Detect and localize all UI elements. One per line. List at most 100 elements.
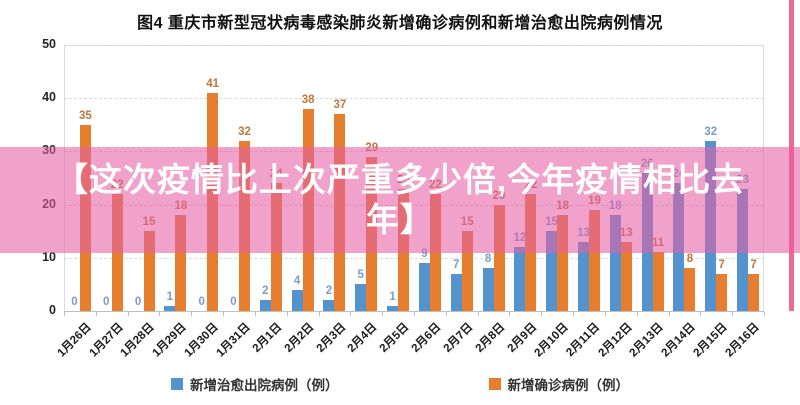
x-axis-tick-label: 1月26日 xyxy=(55,321,94,360)
y-gridline xyxy=(64,98,764,100)
bar-cured xyxy=(355,284,367,311)
bar-confirmed xyxy=(175,215,187,311)
x-axis-tickmark xyxy=(509,312,511,316)
x-axis-tick-label: 2月6日 xyxy=(409,321,444,355)
x-axis-tickmark xyxy=(318,312,320,316)
bar-value-label: 2 xyxy=(262,285,269,298)
bar-cured xyxy=(577,241,589,311)
x-axis-tickmark xyxy=(732,312,734,316)
x-axis-tick-label: 1月29日 xyxy=(150,321,189,360)
x-axis-tickmark xyxy=(254,312,256,316)
x-axis-tickmark xyxy=(64,312,65,316)
y-gridline xyxy=(64,45,764,46)
bar-confirmed xyxy=(716,273,728,311)
bar-value-label: 2 xyxy=(325,285,333,298)
legend-item-confirmed: 新增确诊病例（例） xyxy=(488,374,630,394)
x-axis-tickmark xyxy=(573,312,575,316)
x-axis-tick-label: 2月1日 xyxy=(250,321,285,355)
x-axis-tick-label: 2月2日 xyxy=(282,321,317,355)
legend-label-cured: 新增治愈出院病例（例） xyxy=(190,378,339,393)
bar-value-label: 38 xyxy=(301,93,315,106)
x-axis-tickmark xyxy=(223,312,225,316)
caption-overlay-band: 【这次疫情比上次严重多少倍,今年疫情相比去年】 xyxy=(0,147,800,253)
bar-cured xyxy=(546,231,558,311)
bar-cured xyxy=(418,263,430,311)
chart-title: 图4 重庆市新型冠状病毒感染肺炎新增确诊病例和新增治愈出院病例情况 xyxy=(137,15,663,32)
bar-cured xyxy=(259,300,271,311)
bar-cured xyxy=(164,305,176,311)
x-axis-tickmark xyxy=(191,312,193,316)
y-axis-tick-label: 10 xyxy=(42,249,56,264)
legend-item-cured: 新增治愈出院病例（例） xyxy=(171,374,339,394)
bar-cured xyxy=(609,215,621,311)
x-axis-tick-label: 2月5日 xyxy=(377,321,412,355)
bar-value-label: 0 xyxy=(134,296,142,308)
x-axis-tickmark xyxy=(668,312,670,316)
x-axis-tick-label: 2月16日 xyxy=(723,321,762,360)
x-axis-tick-label: 2月4日 xyxy=(346,321,380,355)
x-axis-tick-label: 2月8日 xyxy=(473,321,508,355)
bar-cured xyxy=(323,300,335,311)
x-axis-tickmark xyxy=(700,312,702,316)
bar-value-label: 7 xyxy=(453,258,460,271)
bar-confirmed xyxy=(588,209,600,311)
x-axis-tickmark xyxy=(95,312,97,316)
x-axis-tickmark xyxy=(636,312,638,316)
bar-cured xyxy=(514,247,526,311)
bar-value-label: 35 xyxy=(78,109,92,122)
bar-value-label: 0 xyxy=(198,296,205,308)
bar-confirmed xyxy=(652,252,664,311)
bar-value-label: 0 xyxy=(230,296,237,308)
confirmed-series-swatch-icon xyxy=(488,378,501,390)
bar-value-label: 37 xyxy=(333,99,347,112)
legend-label-confirmed: 新增确诊病例（例） xyxy=(507,378,630,393)
bar-cured xyxy=(450,273,462,311)
bar-confirmed xyxy=(557,215,569,311)
x-axis-tick-label: 2月3日 xyxy=(314,321,349,355)
y-axis-tick-label: 0 xyxy=(49,303,56,317)
bar-confirmed xyxy=(143,231,155,311)
x-axis-tick-label: 1月31日 xyxy=(214,321,253,360)
x-axis-line xyxy=(64,311,764,312)
bar-value-label: 0 xyxy=(71,296,78,308)
y-axis-tick-label: 50 xyxy=(42,37,56,51)
x-axis-tickmark xyxy=(286,312,288,316)
bar-confirmed xyxy=(620,241,632,311)
x-axis-tickmark xyxy=(127,312,129,316)
x-axis-tickmark xyxy=(541,312,543,316)
bar-confirmed xyxy=(493,204,505,311)
bar-value-label: 7 xyxy=(750,258,757,271)
bar-value-label: 0 xyxy=(103,296,110,308)
bar-value-label: 8 xyxy=(686,253,694,266)
bar-value-label: 9 xyxy=(421,248,428,261)
y-gridline xyxy=(64,257,764,259)
x-axis-tick-label: 2月7日 xyxy=(441,321,476,355)
x-axis-tick-label: 2月13日 xyxy=(627,321,667,360)
bar-value-label: 1 xyxy=(389,290,396,303)
x-axis-tickmark xyxy=(604,312,606,316)
bar-cured xyxy=(387,305,399,311)
x-axis-tick-label: 1月27日 xyxy=(87,321,126,360)
bar-value-label: 8 xyxy=(484,253,492,266)
x-axis-tick-label: 1月28日 xyxy=(118,321,158,360)
bar-confirmed xyxy=(684,268,696,311)
x-axis-tick-label: 2月10日 xyxy=(532,321,571,360)
bar-value-label: 32 xyxy=(238,125,251,138)
x-axis-tickmark xyxy=(382,312,384,316)
y-axis-tick-label: 40 xyxy=(42,90,56,105)
bar-value-label: 5 xyxy=(357,269,364,282)
x-axis-tickmark xyxy=(477,312,479,316)
bar-value-label: 41 xyxy=(206,77,220,90)
x-axis-tick-label: 2月11日 xyxy=(564,321,603,359)
bar-value-label: 4 xyxy=(293,274,301,287)
x-axis-tick-label: 1月30日 xyxy=(182,321,221,360)
bar-value-label: 32 xyxy=(704,125,718,138)
x-axis-tickmark xyxy=(445,312,447,316)
x-axis-tickmark xyxy=(159,312,161,316)
x-axis-tick-label: 2月15日 xyxy=(691,321,730,360)
cured-series-swatch-icon xyxy=(171,378,183,390)
x-axis-tick-label: 2月14日 xyxy=(659,321,699,360)
bar-confirmed xyxy=(748,273,760,311)
bar-cured xyxy=(291,289,303,311)
